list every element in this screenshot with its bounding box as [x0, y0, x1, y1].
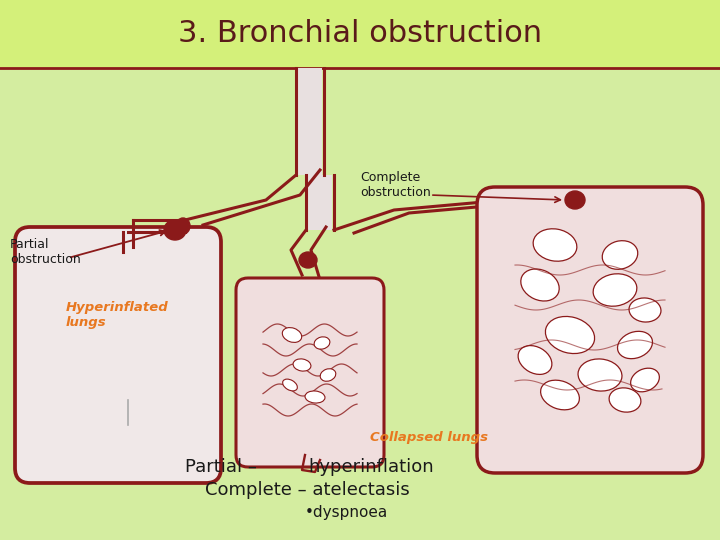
Text: Complete
obstruction: Complete obstruction	[360, 171, 431, 199]
Ellipse shape	[299, 252, 317, 268]
Ellipse shape	[631, 368, 660, 392]
Ellipse shape	[541, 380, 580, 410]
Ellipse shape	[618, 332, 652, 359]
Ellipse shape	[282, 328, 302, 342]
Ellipse shape	[629, 298, 661, 322]
Text: 3. Bronchial obstruction: 3. Bronchial obstruction	[178, 19, 542, 49]
Text: hyperinflation: hyperinflation	[308, 458, 433, 476]
Bar	[298, 68, 322, 175]
Text: Partial
obstruction: Partial obstruction	[10, 238, 81, 266]
Ellipse shape	[578, 359, 622, 391]
Text: Collapsed lungs: Collapsed lungs	[370, 430, 488, 443]
Bar	[0, 0, 720, 68]
Ellipse shape	[602, 241, 638, 269]
Ellipse shape	[283, 379, 297, 391]
Ellipse shape	[176, 218, 190, 234]
Ellipse shape	[609, 388, 641, 412]
Ellipse shape	[533, 229, 577, 261]
Text: •dyspnoea: •dyspnoea	[305, 504, 388, 519]
FancyBboxPatch shape	[477, 187, 703, 473]
Ellipse shape	[320, 369, 336, 381]
Ellipse shape	[546, 316, 595, 354]
Bar	[308, 175, 332, 230]
Text: Complete – atelectasis: Complete – atelectasis	[205, 481, 410, 499]
Ellipse shape	[305, 391, 325, 403]
Text: Partial –: Partial –	[185, 458, 257, 476]
Ellipse shape	[314, 337, 330, 349]
Ellipse shape	[565, 191, 585, 209]
FancyBboxPatch shape	[236, 278, 384, 467]
Ellipse shape	[593, 274, 637, 306]
FancyBboxPatch shape	[15, 227, 221, 483]
Text: Hyperinflated
lungs: Hyperinflated lungs	[66, 301, 168, 329]
Ellipse shape	[293, 359, 311, 371]
Ellipse shape	[521, 269, 559, 301]
Ellipse shape	[518, 346, 552, 374]
Ellipse shape	[164, 220, 186, 240]
